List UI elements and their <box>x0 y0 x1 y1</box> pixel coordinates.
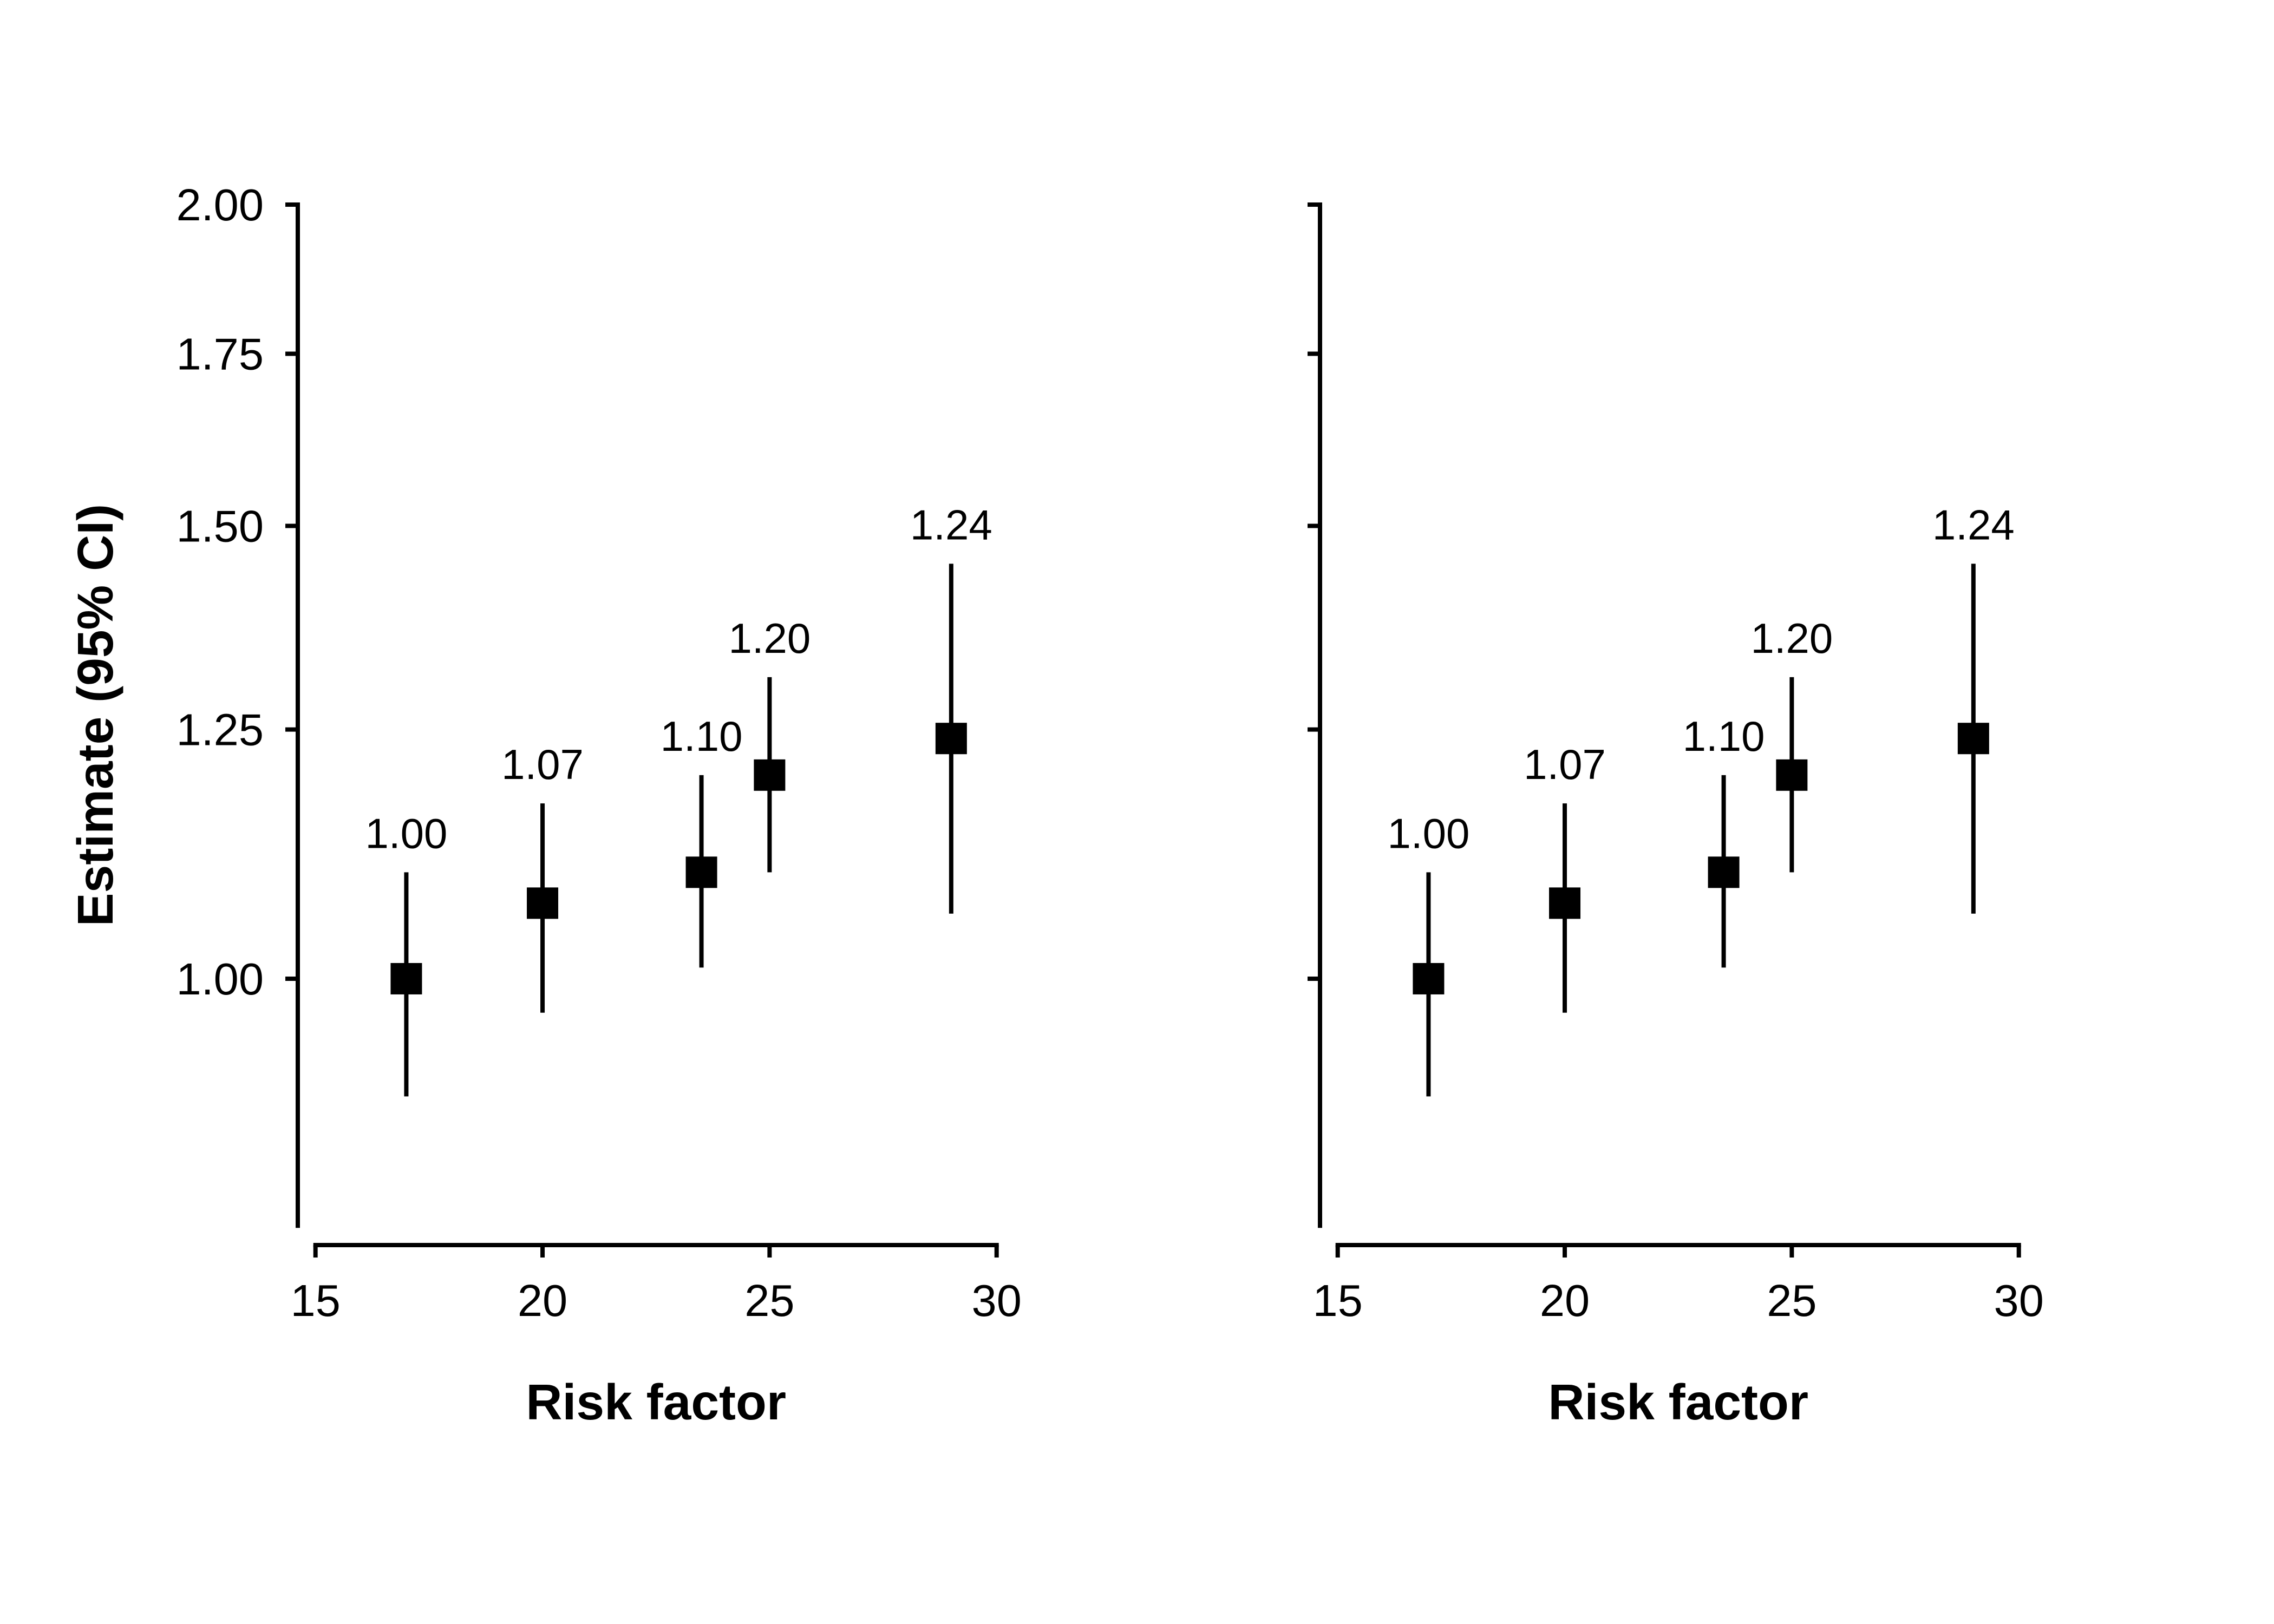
x-axis-tick-label: 25 <box>744 1275 794 1326</box>
estimate-marker <box>1708 856 1740 888</box>
x-axis-tick-label: 15 <box>291 1275 341 1326</box>
y-axis-tick-label: 1.25 <box>176 705 264 755</box>
y-axis-title: Estimate (95% CI) <box>67 504 123 926</box>
estimate-label: 1.07 <box>1524 741 1606 788</box>
y-axis-tick-label: 1.00 <box>176 954 264 1004</box>
estimate-label: 1.10 <box>1683 712 1765 760</box>
estimate-marker <box>685 856 717 888</box>
estimate-marker <box>527 887 559 919</box>
x-axis-tick-label: 25 <box>1767 1275 1816 1326</box>
estimate-marker <box>1413 962 1445 994</box>
panel-left: 1.00 1.25 1.50 1.75 2.00 15 20 25 30 Risk factor E… <box>67 180 1022 1430</box>
x-axis-tick-label: 20 <box>1540 1275 1590 1326</box>
y-axis-tick-label: 1.50 <box>176 501 264 551</box>
panel-right: 15 20 25 30 Risk factor 1.00 1.07 1.10 1.20 1.24 <box>1308 202 2044 1430</box>
estimate-label: 1.10 <box>661 712 743 760</box>
estimate-label: 1.00 <box>365 809 448 857</box>
x-axis-tick-label: 30 <box>1994 1275 2044 1326</box>
x-axis-title: Risk factor <box>526 1374 786 1430</box>
x-axis-tick-label: 15 <box>1313 1275 1363 1326</box>
y-axis-tick-label: 1.75 <box>176 329 264 379</box>
estimate-label: 1.24 <box>1932 501 2015 548</box>
estimate-marker <box>1549 887 1581 919</box>
y-axis-tick-label: 2.00 <box>176 180 264 230</box>
estimate-label: 1.07 <box>501 741 584 788</box>
x-axis-tick-label: 20 <box>518 1275 567 1326</box>
estimate-label: 1.20 <box>1750 614 1833 662</box>
estimate-label: 1.00 <box>1388 809 1470 857</box>
estimate-marker <box>1776 759 1808 791</box>
estimate-marker <box>935 723 967 755</box>
x-axis-tick-label: 30 <box>972 1275 1022 1326</box>
estimate-marker <box>754 759 786 791</box>
estimate-label: 1.24 <box>910 501 992 548</box>
x-axis-title: Risk factor <box>1548 1374 1808 1430</box>
estimate-marker <box>1957 723 1989 755</box>
estimate-marker <box>390 962 422 994</box>
estimate-label: 1.20 <box>728 614 811 662</box>
